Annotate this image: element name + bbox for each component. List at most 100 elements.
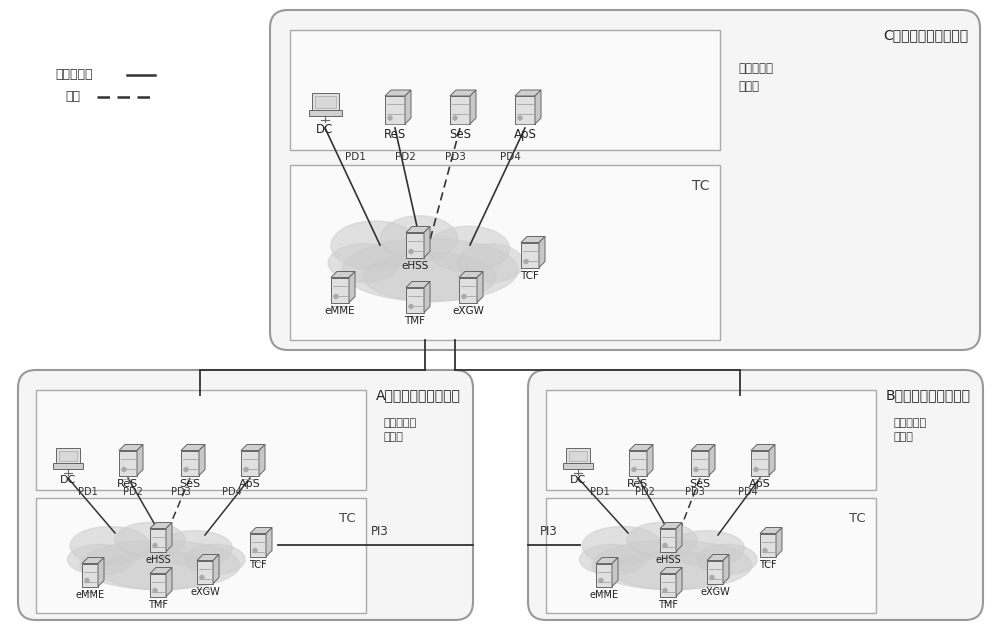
- Circle shape: [599, 579, 603, 582]
- Text: SeS: SeS: [179, 479, 201, 489]
- Bar: [660, 574, 676, 596]
- Circle shape: [710, 576, 714, 579]
- Text: eMME: eMME: [75, 590, 105, 600]
- Text: ReS: ReS: [627, 479, 649, 489]
- Circle shape: [663, 589, 667, 593]
- Bar: [563, 463, 593, 469]
- Bar: [308, 110, 342, 116]
- Polygon shape: [98, 557, 104, 586]
- Bar: [751, 450, 769, 476]
- Bar: [36, 390, 366, 490]
- Polygon shape: [769, 445, 775, 476]
- Bar: [596, 564, 612, 586]
- Text: PI3: PI3: [371, 525, 389, 538]
- Polygon shape: [515, 90, 541, 96]
- Text: eXGW: eXGW: [700, 587, 730, 597]
- Bar: [385, 96, 405, 124]
- Polygon shape: [119, 445, 143, 450]
- Polygon shape: [137, 445, 143, 476]
- Polygon shape: [150, 567, 172, 574]
- Bar: [515, 96, 535, 124]
- Polygon shape: [776, 528, 782, 557]
- Bar: [181, 450, 199, 476]
- Bar: [569, 451, 587, 461]
- Polygon shape: [424, 226, 430, 257]
- Ellipse shape: [158, 531, 232, 566]
- Text: eMME: eMME: [325, 306, 355, 316]
- Text: TC: TC: [692, 179, 710, 193]
- FancyBboxPatch shape: [528, 370, 983, 620]
- Bar: [241, 450, 259, 476]
- Text: PD3: PD3: [171, 487, 191, 497]
- Bar: [406, 287, 424, 313]
- Circle shape: [694, 467, 698, 472]
- Text: 信令和媒体: 信令和媒体: [55, 69, 92, 82]
- Circle shape: [409, 250, 413, 253]
- Bar: [691, 450, 709, 476]
- Polygon shape: [424, 282, 430, 313]
- Bar: [707, 560, 723, 584]
- Text: PD2: PD2: [395, 152, 415, 162]
- Text: TCF: TCF: [521, 271, 539, 281]
- Polygon shape: [150, 523, 172, 528]
- Text: eMME: eMME: [589, 590, 619, 600]
- Circle shape: [453, 116, 457, 120]
- Polygon shape: [166, 567, 172, 596]
- Bar: [56, 448, 80, 463]
- Text: ReS: ReS: [117, 479, 139, 489]
- Polygon shape: [709, 445, 715, 476]
- Polygon shape: [181, 445, 205, 450]
- Polygon shape: [259, 445, 265, 476]
- Bar: [290, 165, 720, 340]
- Circle shape: [632, 467, 636, 472]
- Ellipse shape: [612, 551, 732, 590]
- Bar: [290, 30, 720, 150]
- Circle shape: [85, 579, 89, 582]
- Text: PD3: PD3: [445, 152, 465, 162]
- Polygon shape: [707, 555, 729, 560]
- Polygon shape: [266, 528, 272, 557]
- Circle shape: [663, 543, 667, 547]
- Polygon shape: [241, 445, 265, 450]
- Polygon shape: [612, 557, 618, 586]
- Polygon shape: [213, 555, 219, 584]
- Bar: [36, 498, 366, 613]
- Ellipse shape: [185, 544, 245, 575]
- Polygon shape: [250, 528, 272, 533]
- Polygon shape: [660, 523, 682, 528]
- Bar: [250, 533, 266, 557]
- Polygon shape: [596, 557, 618, 564]
- Text: eHSS: eHSS: [145, 555, 171, 565]
- Circle shape: [388, 116, 392, 120]
- Ellipse shape: [68, 544, 132, 575]
- Circle shape: [334, 294, 338, 299]
- Ellipse shape: [427, 226, 510, 272]
- Polygon shape: [676, 567, 682, 596]
- Ellipse shape: [697, 544, 757, 575]
- Text: 信令: 信令: [65, 91, 80, 104]
- Polygon shape: [459, 272, 483, 277]
- Polygon shape: [197, 555, 219, 560]
- Ellipse shape: [592, 540, 752, 590]
- Text: ReS: ReS: [384, 128, 406, 141]
- Bar: [82, 564, 98, 586]
- Circle shape: [462, 294, 466, 299]
- Polygon shape: [647, 445, 653, 476]
- Ellipse shape: [458, 244, 524, 282]
- Ellipse shape: [115, 522, 185, 558]
- Text: A县核心网和应用平台: A县核心网和应用平台: [376, 388, 461, 402]
- Text: TMF: TMF: [658, 600, 678, 610]
- Text: 集群调度应
用平台: 集群调度应 用平台: [894, 418, 927, 442]
- Polygon shape: [406, 226, 430, 233]
- FancyBboxPatch shape: [270, 10, 980, 350]
- Text: TC: TC: [339, 512, 356, 525]
- Bar: [150, 528, 166, 552]
- Ellipse shape: [80, 540, 240, 590]
- Bar: [450, 96, 470, 124]
- Text: C市核心网和应用平台: C市核心网和应用平台: [883, 28, 968, 42]
- Polygon shape: [406, 282, 430, 287]
- Circle shape: [754, 467, 758, 472]
- Text: PD4: PD4: [222, 487, 242, 497]
- Bar: [459, 277, 477, 303]
- Text: PD3: PD3: [685, 487, 705, 497]
